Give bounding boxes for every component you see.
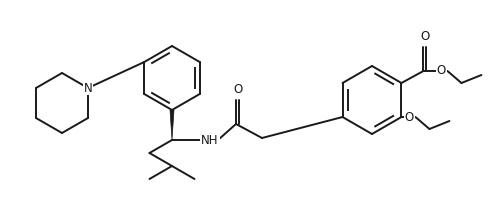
Text: O: O	[233, 83, 242, 96]
Text: N: N	[84, 82, 92, 94]
Text: O: O	[420, 30, 430, 43]
Polygon shape	[170, 110, 174, 140]
Text: NH: NH	[201, 134, 219, 146]
Text: O: O	[405, 110, 414, 124]
Text: O: O	[437, 64, 446, 78]
